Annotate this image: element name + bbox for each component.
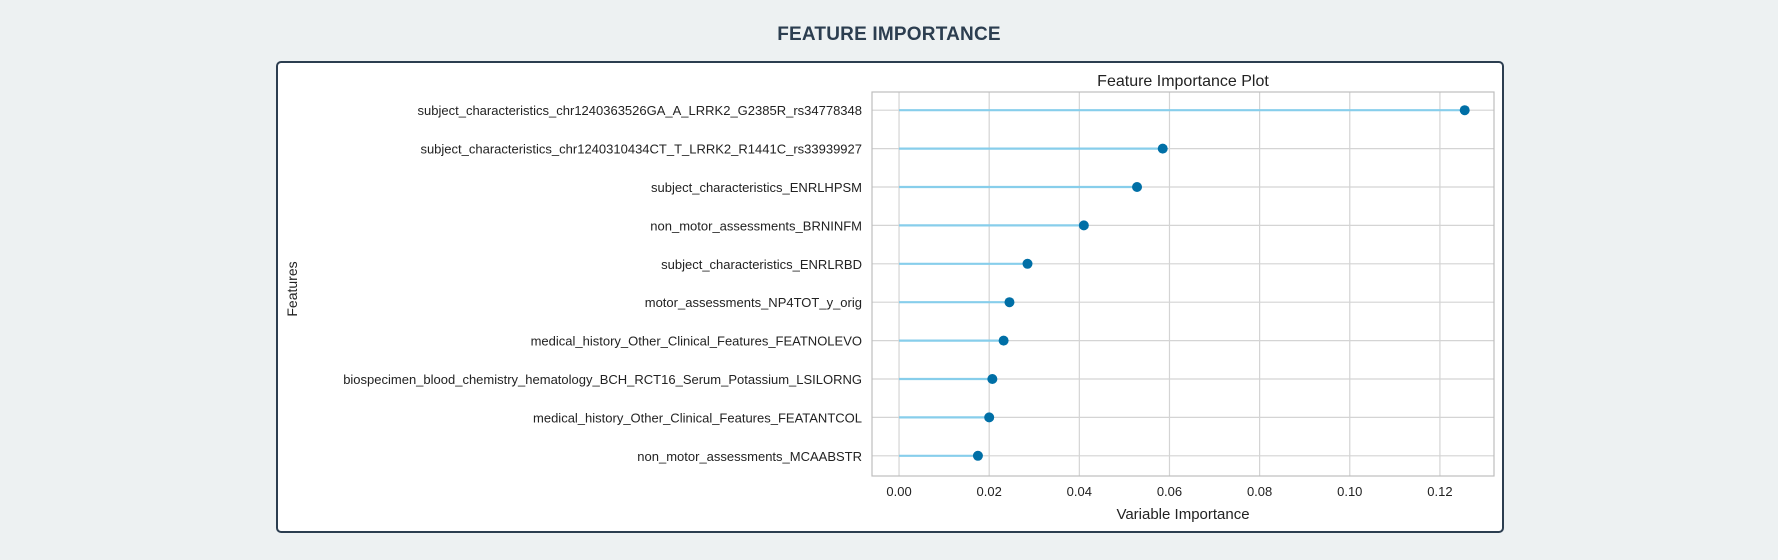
lollipop-marker [972,450,983,461]
chart-card: Feature Importance Plot Features Variabl… [276,61,1504,533]
y-tick-label: subject_characteristics_chr1240363526GA_… [418,103,862,118]
lollipop-marker [987,374,998,384]
x-tick-label: 0.12 [1427,484,1452,499]
y-tick-label: motor_assessments_NP4TOT_y_orig [645,295,862,310]
y-tick-label: subject_characteristics_ENRLRBD [661,257,862,272]
plot-frame [871,91,1495,477]
y-tick-label: subject_characteristics_chr1240310434CT_… [420,142,862,157]
lollipop-marker [1157,143,1168,154]
x-tick-label: 0.02 [977,484,1002,499]
y-tick-label: biospecimen_blood_chemistry_hematology_B… [343,372,862,387]
lollipop-marker [998,335,1009,346]
y-axis-label: Features [284,261,300,316]
y-tick-label: subject_characteristics_ENRLHPSM [651,180,862,195]
x-tick-label: 0.10 [1337,484,1362,499]
y-tick-label: non_motor_assessments_BRNINFM [650,218,862,233]
y-tick-label: medical_history_Other_Clinical_Features_… [533,410,862,425]
markers-layer [972,105,1470,461]
feature-importance-chart: Feature Importance Plot Features Variabl… [284,73,1495,523]
x-tick-label: 0.04 [1067,484,1092,499]
x-tick-label: 0.00 [886,484,911,499]
lollipop-marker [1132,182,1143,192]
chart-title: Feature Importance Plot [1097,73,1269,90]
lollipop-marker [1022,258,1033,269]
lollipop-marker [1078,220,1089,231]
y-tick-label: medical_history_Other_Clinical_Features_… [531,334,862,349]
x-tick-label: 0.06 [1157,484,1182,499]
x-axis-label: Variable Importance [1116,506,1249,523]
labels-layer: 0.00 0.02 0.04 0.06 0.08 0.10 0.12 subject_char… [343,103,1452,499]
lollipop-marker [1459,105,1470,116]
x-tick-label: 0.08 [1247,484,1272,499]
lollipop-marker [1004,297,1015,308]
page-title: FEATURE IMPORTANCE [777,24,1001,45]
stems-layer [899,109,1465,457]
lollipop-marker [984,412,995,423]
y-tick-label: non_motor_assessments_MCAABSTR [637,449,862,464]
